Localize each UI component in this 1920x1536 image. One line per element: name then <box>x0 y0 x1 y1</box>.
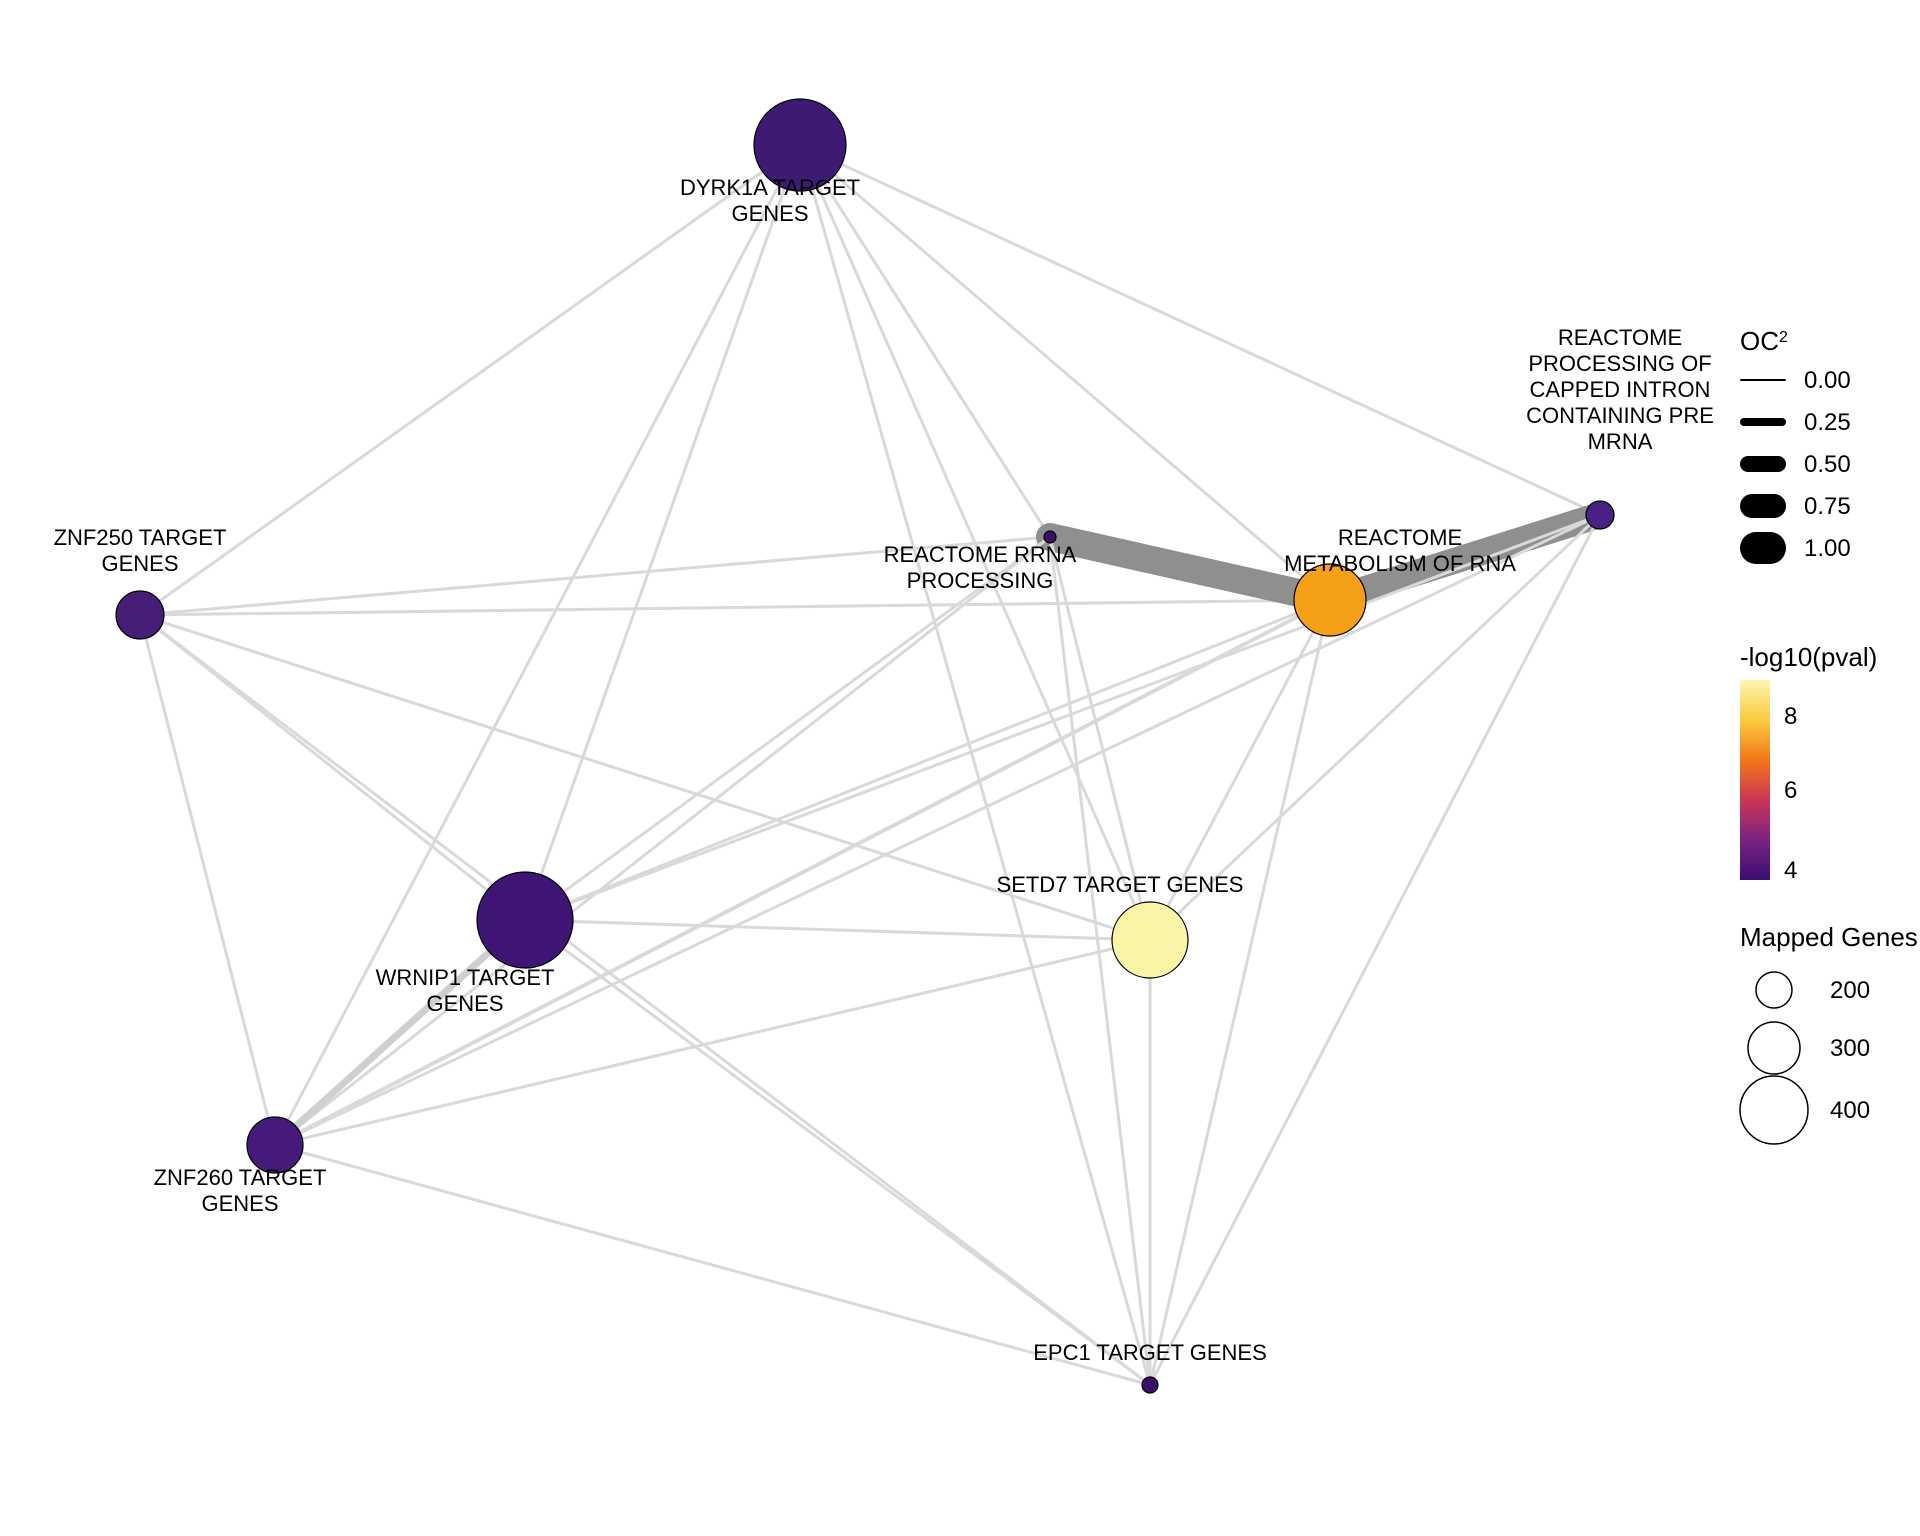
edge <box>525 920 1150 940</box>
node-label: REACTOME RRNAPROCESSING <box>884 542 1077 593</box>
colorbar-tick: 4 <box>1784 857 1797 884</box>
edge <box>275 920 525 1145</box>
edge <box>525 145 800 920</box>
legend-swatch <box>1740 532 1786 564</box>
legend-size: Mapped Genes 200 300 400 <box>1740 922 1918 1144</box>
colorbar-tick: 6 <box>1784 777 1797 804</box>
colorbar-tick: 8 <box>1784 703 1797 730</box>
legend-label: 0.75 <box>1804 493 1851 520</box>
edge <box>525 920 1150 1385</box>
node-label: ZNF250 TARGETGENES <box>54 525 227 576</box>
legend-circle <box>1748 1022 1800 1074</box>
edge <box>800 145 1600 515</box>
edge <box>275 1145 1150 1385</box>
legend-label: 300 <box>1830 1035 1870 1062</box>
legend-edge-width: OC2 0.00 0.25 0.50 0.75 1.00 <box>1740 326 1851 564</box>
network-diagram: DYRK1A TARGETGENESZNF250 TARGETGENESREAC… <box>0 0 1920 1536</box>
node-premrna <box>1586 501 1614 529</box>
legend-title: Mapped Genes <box>1740 922 1918 952</box>
legend-swatch <box>1740 379 1786 381</box>
legend-label: 1.00 <box>1804 535 1851 562</box>
legend-swatch <box>1740 418 1786 426</box>
legend-title: OC2 <box>1740 326 1788 356</box>
node-label: EPC1 TARGET GENES <box>1033 1340 1267 1365</box>
edge <box>140 615 275 1145</box>
node-label: SETD7 TARGET GENES <box>997 872 1244 897</box>
legend-swatch <box>1740 456 1786 472</box>
node-label: WRNIP1 TARGETGENES <box>376 965 555 1016</box>
edge <box>275 145 800 1145</box>
colorbar-rect <box>1740 680 1770 880</box>
legend-label: 0.25 <box>1804 409 1851 436</box>
node-wrnip1 <box>477 872 573 968</box>
legend-title: -log10(pval) <box>1740 642 1877 672</box>
edge <box>800 145 1150 1385</box>
node-setd7 <box>1112 902 1188 978</box>
legend-label: 0.00 <box>1804 367 1851 394</box>
edge <box>140 145 800 615</box>
node-label: REACTOMEMETABOLISM OF RNA <box>1284 525 1516 576</box>
legend-circle <box>1756 972 1792 1008</box>
legend-colorbar: -log10(pval) 8 6 4 <box>1740 642 1877 884</box>
edges-layer <box>140 145 1600 1385</box>
node-epc1 <box>1142 1377 1158 1393</box>
node-label: REACTOMEPROCESSING OFCAPPED INTRONCONTAI… <box>1526 325 1714 454</box>
legend-label: 0.50 <box>1804 451 1851 478</box>
edge <box>140 600 1330 615</box>
edge <box>525 537 1050 920</box>
legend-label: 200 <box>1830 977 1870 1004</box>
node-znf250 <box>116 591 164 639</box>
legend-swatch <box>1740 494 1786 518</box>
node-label: ZNF260 TARGETGENES <box>154 1165 327 1216</box>
legend-label: 400 <box>1830 1097 1870 1124</box>
legend-circle <box>1740 1076 1808 1144</box>
